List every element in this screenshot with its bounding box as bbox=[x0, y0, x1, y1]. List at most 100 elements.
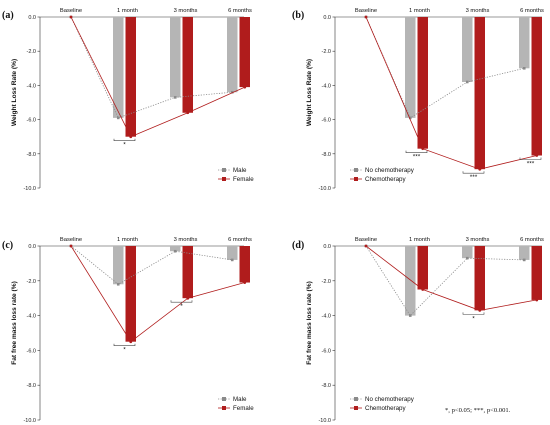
x-category-label: 3 months bbox=[466, 8, 490, 14]
series-marker bbox=[364, 15, 368, 19]
y-tick-label: 0.0 bbox=[323, 244, 331, 250]
bar-1-a bbox=[405, 17, 416, 118]
series-marker bbox=[230, 90, 234, 94]
series-line-2 bbox=[365, 245, 537, 311]
y-tick-label: -4.0 bbox=[322, 314, 331, 320]
panel-label: (b) bbox=[292, 10, 304, 21]
significance-marker: *** bbox=[413, 154, 421, 161]
series-marker bbox=[465, 256, 469, 260]
significance-marker: * bbox=[123, 142, 126, 149]
x-category-label: 1 month bbox=[117, 237, 138, 243]
x-category-label: Baseline bbox=[355, 237, 377, 243]
series-marker bbox=[364, 244, 368, 248]
bar-3-a bbox=[519, 17, 530, 69]
series-marker bbox=[173, 96, 177, 99]
panel-label: (a) bbox=[2, 10, 14, 21]
series-marker bbox=[478, 167, 482, 171]
series-marker bbox=[408, 116, 412, 120]
bar-1-a bbox=[113, 246, 124, 285]
chart-panel-3: (c) Fat free mass loss rate (%) 0.0 -2.0 -4.… bbox=[2, 237, 254, 424]
significance-bracket bbox=[462, 312, 485, 315]
y-tick-label: -8.0 bbox=[322, 152, 331, 158]
y-tick-label: -8.0 bbox=[27, 152, 36, 158]
y-tick-label: 0.0 bbox=[323, 15, 331, 21]
x-category-label: 6 months bbox=[228, 237, 252, 243]
bar-1-b bbox=[417, 17, 428, 149]
bar-2-b bbox=[182, 246, 193, 299]
legend-swatch bbox=[222, 406, 226, 410]
bar-3-b bbox=[239, 246, 250, 283]
significance-bracket bbox=[405, 150, 428, 153]
series-marker bbox=[173, 249, 177, 253]
bar-3-a bbox=[227, 246, 238, 260]
y-tick-label: -6.0 bbox=[322, 118, 331, 124]
x-category-label: 6 months bbox=[228, 8, 252, 14]
significance-bracket bbox=[113, 343, 136, 346]
series-marker bbox=[116, 116, 120, 120]
legend: Male Female bbox=[218, 396, 254, 412]
bar-1-b bbox=[125, 17, 136, 137]
bar-2-b bbox=[182, 17, 193, 113]
legend: Male Female bbox=[218, 167, 254, 183]
series-marker bbox=[522, 258, 526, 262]
series-marker bbox=[69, 244, 73, 248]
series-marker bbox=[186, 111, 190, 115]
bar-1-a bbox=[113, 17, 124, 118]
legend-entry: Female bbox=[233, 176, 254, 183]
y-tick-label: -2.0 bbox=[322, 279, 331, 285]
significance-marker: *** bbox=[527, 161, 535, 168]
y-axis-label: Weight Loss Rate (%) bbox=[306, 59, 313, 126]
legend-swatch bbox=[354, 177, 358, 181]
bar-2-a bbox=[462, 246, 473, 259]
bar-1-b bbox=[417, 246, 428, 290]
series-marker bbox=[465, 80, 469, 84]
series-marker bbox=[243, 85, 247, 89]
y-tick-label: -6.0 bbox=[322, 348, 331, 354]
legend-entry: Male bbox=[233, 396, 247, 403]
x-category-label: 3 months bbox=[174, 237, 198, 243]
x-category-label: Baseline bbox=[355, 8, 377, 14]
series-line-1 bbox=[70, 16, 233, 119]
y-tick-label: -2.0 bbox=[27, 49, 36, 55]
legend-swatch bbox=[354, 168, 358, 172]
x-category-label: 1 month bbox=[117, 8, 138, 14]
y-tick-label: 0.0 bbox=[28, 15, 36, 21]
panel-label: (d) bbox=[292, 240, 304, 251]
y-tick-label: -4.0 bbox=[322, 83, 331, 89]
legend-entry: No chemotherapy bbox=[365, 167, 415, 174]
legend: No chemotherapy Chemotherapy bbox=[350, 396, 415, 412]
y-tick-label: -4.0 bbox=[27, 83, 36, 89]
significance-marker: * bbox=[472, 315, 475, 322]
x-category-label: Baseline bbox=[60, 8, 82, 14]
y-tick-label: -4.0 bbox=[27, 314, 36, 320]
x-category-label: 3 months bbox=[466, 237, 490, 243]
series-marker bbox=[129, 135, 133, 139]
bar-3-b bbox=[531, 246, 542, 300]
series-marker bbox=[421, 147, 425, 151]
legend-swatch bbox=[222, 168, 226, 172]
significance-bracket bbox=[170, 300, 193, 303]
y-tick-label: -10.0 bbox=[318, 186, 331, 192]
legend-entry: Chemotherapy bbox=[365, 176, 406, 183]
y-tick-label: 0.0 bbox=[28, 244, 36, 250]
legend-entry: Chemotherapy bbox=[365, 405, 406, 412]
series-line-1 bbox=[365, 16, 525, 119]
y-tick-label: -8.0 bbox=[322, 383, 331, 389]
y-tick-label: -2.0 bbox=[322, 49, 331, 55]
legend-entry: Female bbox=[233, 405, 254, 412]
series-marker bbox=[535, 298, 539, 302]
significance-marker: * bbox=[123, 347, 126, 354]
bar-2-a bbox=[170, 246, 181, 252]
bar-3-b bbox=[531, 17, 542, 156]
x-category-label: 6 months bbox=[520, 8, 544, 14]
chart-panel-1: (a) Weight Loss Rate (%) 0.0 -2.0 -4.0 -6.0 -8… bbox=[2, 8, 254, 192]
y-tick-label: -10.0 bbox=[23, 186, 36, 192]
bar-1-a bbox=[405, 246, 416, 316]
y-tick-label: -10.0 bbox=[318, 418, 331, 424]
series-marker bbox=[116, 282, 120, 286]
chart-panel-4: (d) Fat free mass loss rate (%) 0.0 -2.0 -4.… bbox=[292, 237, 544, 424]
legend-swatch bbox=[354, 406, 358, 410]
series-marker bbox=[535, 154, 539, 157]
y-tick-label: -6.0 bbox=[27, 118, 36, 124]
series-line-2 bbox=[365, 16, 537, 170]
